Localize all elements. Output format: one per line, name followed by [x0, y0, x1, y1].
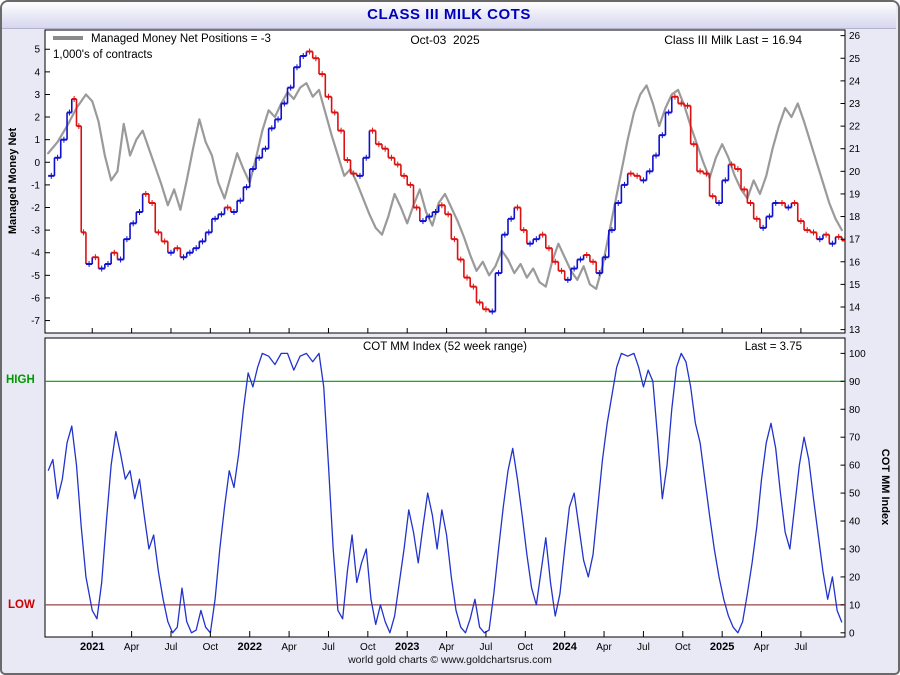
svg-text:70: 70 [849, 433, 861, 444]
svg-text:Jul: Jul [795, 642, 808, 653]
svg-text:21: 21 [849, 144, 861, 155]
page-title: CLASS III MILK COTS [367, 6, 531, 23]
svg-text:Oct: Oct [518, 642, 534, 653]
svg-text:-4: -4 [31, 248, 40, 259]
svg-text:Apr: Apr [754, 642, 770, 653]
svg-text:40: 40 [849, 517, 861, 528]
svg-text:Apr: Apr [439, 642, 455, 653]
svg-text:18: 18 [849, 212, 861, 223]
svg-text:-1: -1 [31, 180, 40, 191]
axis-ticks [45, 35, 845, 637]
svg-text:14: 14 [849, 302, 861, 313]
svg-text:24: 24 [849, 76, 861, 87]
svg-text:17: 17 [849, 235, 861, 246]
svg-text:Oct: Oct [203, 642, 219, 653]
svg-text:2025: 2025 [710, 641, 734, 653]
svg-text:-3: -3 [31, 226, 40, 237]
svg-text:90: 90 [849, 377, 861, 388]
svg-text:2024: 2024 [552, 641, 577, 653]
index-line [47, 352, 843, 634]
svg-text:Oct: Oct [675, 642, 691, 653]
svg-text:10: 10 [849, 600, 861, 611]
left-axis-title: Managed Money Net [7, 127, 19, 235]
footer: world gold charts © www.goldchartsrus.co… [2, 654, 898, 666]
svg-text:2022: 2022 [237, 641, 261, 653]
svg-text:Jul: Jul [480, 642, 493, 653]
svg-text:13: 13 [849, 325, 861, 336]
svg-text:30: 30 [849, 544, 861, 555]
index-last-label: Last = 3.75 [744, 341, 802, 353]
units-label: 1,000's of contracts [53, 49, 153, 61]
svg-text:Apr: Apr [124, 642, 140, 653]
legend-mm-label: Managed Money Net Positions = -3 [91, 33, 271, 45]
svg-text:2021: 2021 [80, 641, 104, 653]
svg-text:Apr: Apr [596, 642, 612, 653]
svg-text:-5: -5 [31, 271, 40, 282]
right-axis-title: COT MM Index [879, 448, 891, 526]
svg-text:Oct: Oct [360, 642, 376, 653]
svg-text:0: 0 [34, 158, 40, 169]
svg-text:22: 22 [849, 122, 861, 133]
svg-text:15: 15 [849, 280, 861, 291]
svg-text:20: 20 [849, 572, 861, 583]
svg-text:0: 0 [849, 628, 855, 639]
svg-text:80: 80 [849, 405, 861, 416]
svg-text:-7: -7 [31, 316, 40, 327]
svg-text:-2: -2 [31, 203, 40, 214]
bottom-panel [44, 337, 846, 638]
svg-text:1: 1 [34, 135, 40, 146]
svg-text:2: 2 [34, 113, 40, 124]
svg-text:25: 25 [849, 54, 861, 65]
high-label: HIGH [6, 374, 35, 386]
footer-text: world gold charts © www.goldchartsrus.co… [348, 654, 552, 666]
svg-text:-6: -6 [31, 293, 40, 304]
legend: Managed Money Net Positions = -3 [53, 33, 271, 45]
svg-text:Jul: Jul [637, 642, 650, 653]
report-date: Oct-03 2025 [410, 33, 480, 47]
svg-text:19: 19 [849, 189, 861, 200]
svg-text:4: 4 [34, 67, 40, 78]
lower-panel-title: COT MM Index (52 week range) [362, 341, 528, 353]
mm-line-swatch-icon [53, 36, 83, 40]
svg-text:26: 26 [849, 31, 861, 42]
mm-net-line [47, 82, 843, 291]
svg-text:20: 20 [849, 167, 861, 178]
title-bar: CLASS III MILK COTS [2, 2, 896, 29]
svg-text:Apr: Apr [281, 642, 297, 653]
svg-text:60: 60 [849, 461, 861, 472]
top-panel [44, 29, 846, 334]
svg-text:Jul: Jul [165, 642, 178, 653]
svg-text:Jul: Jul [322, 642, 335, 653]
svg-text:50: 50 [849, 489, 861, 500]
svg-text:3: 3 [34, 90, 40, 101]
price-last-label: Class III Milk Last = 16.94 [664, 33, 802, 47]
svg-text:16: 16 [849, 257, 861, 268]
svg-text:2023: 2023 [395, 641, 419, 653]
svg-text:23: 23 [849, 99, 861, 110]
low-label: LOW [8, 599, 35, 611]
svg-text:5: 5 [34, 45, 40, 56]
svg-text:100: 100 [849, 349, 866, 360]
price-series [48, 48, 845, 315]
